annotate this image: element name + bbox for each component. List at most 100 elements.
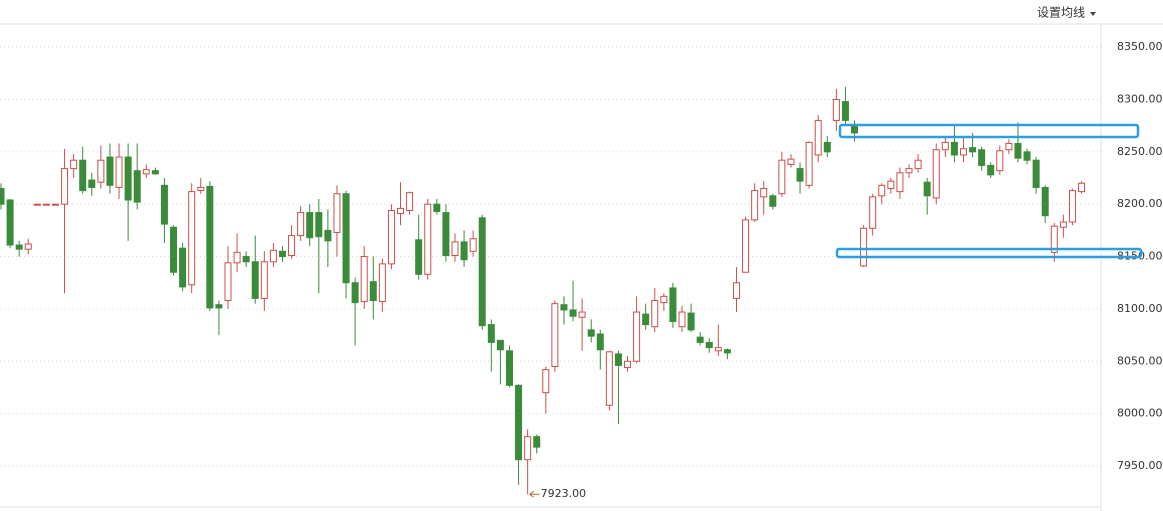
candle-body xyxy=(1005,142,1013,151)
candle-body xyxy=(61,168,69,205)
candle-body xyxy=(387,209,395,265)
candle-body xyxy=(732,282,740,299)
y-tick-label: 8100.00 xyxy=(1117,302,1163,315)
candle-body xyxy=(524,436,532,461)
candle-body xyxy=(769,195,777,207)
candle-body xyxy=(751,190,759,221)
candle-body xyxy=(460,241,468,261)
candle-body xyxy=(88,179,96,188)
candle-body xyxy=(832,98,840,121)
candle-body xyxy=(533,436,541,448)
candle-body xyxy=(106,156,114,186)
candle-body xyxy=(369,281,377,302)
y-tick-label: 8200.00 xyxy=(1117,197,1163,210)
highlight-box xyxy=(835,247,1143,259)
candle-body xyxy=(723,349,731,354)
candle-body xyxy=(1041,186,1049,217)
candle-body xyxy=(950,141,958,156)
candle-body xyxy=(215,304,223,309)
candle-body xyxy=(442,212,450,257)
candle-body xyxy=(841,101,849,121)
candle-body xyxy=(6,199,14,246)
candle-body xyxy=(596,333,604,351)
candle-body xyxy=(905,168,913,174)
candle-body xyxy=(378,263,386,303)
candle-body xyxy=(778,159,786,195)
y-tick-label: 8350.00 xyxy=(1117,40,1163,53)
candle-body xyxy=(959,148,967,156)
candle-body xyxy=(969,147,977,153)
candle-body xyxy=(1014,142,1022,159)
candle-body xyxy=(760,187,768,198)
candle-body xyxy=(24,243,32,250)
candle-body xyxy=(306,212,314,239)
candle-body xyxy=(660,295,668,304)
y-tick-label: 7950.00 xyxy=(1117,459,1163,472)
plot: 7950.008000.008050.008100.008150.008200.… xyxy=(0,40,1163,500)
candle-body xyxy=(324,229,332,242)
candle-body xyxy=(0,187,5,205)
candle-body xyxy=(860,227,868,267)
candle-body xyxy=(587,329,595,337)
annotation-arrow xyxy=(529,490,540,498)
candle-body xyxy=(424,203,432,275)
candle-body xyxy=(642,313,650,326)
candle-body xyxy=(987,164,995,176)
candle-body xyxy=(260,261,268,299)
candle-body xyxy=(1059,221,1067,228)
candle-body xyxy=(97,159,105,183)
candle-body xyxy=(233,251,241,264)
candle-body xyxy=(869,196,877,229)
candle-body xyxy=(705,341,713,349)
candle-body xyxy=(1032,159,1040,188)
candle-body xyxy=(487,324,495,343)
candle-body xyxy=(851,125,859,134)
menu-caret[interactable] xyxy=(1090,12,1096,16)
candle-body xyxy=(805,141,813,186)
candle-body xyxy=(142,169,150,175)
candle-body xyxy=(878,184,886,197)
highlight-box xyxy=(838,123,1140,139)
candle-body xyxy=(188,191,196,286)
candle-body xyxy=(342,193,350,284)
candle-body xyxy=(478,217,486,327)
candle-body xyxy=(796,168,804,182)
y-tick-label: 8300.00 xyxy=(1117,92,1163,105)
candle-body xyxy=(79,159,87,192)
candle-body xyxy=(687,312,695,331)
candle-body xyxy=(696,336,704,343)
candle-body xyxy=(505,350,513,386)
candle-body xyxy=(669,287,677,322)
candle-body xyxy=(569,309,577,317)
candle-body xyxy=(151,170,159,175)
candle-body xyxy=(124,156,132,201)
candle-body xyxy=(51,203,59,206)
candle-body xyxy=(251,261,259,299)
candle-body xyxy=(614,353,622,366)
candle-body xyxy=(42,203,50,206)
candle-body xyxy=(633,311,641,362)
candle-body xyxy=(351,282,359,304)
candle-body xyxy=(941,141,949,151)
candle-body xyxy=(515,384,523,461)
ma-menu-label[interactable]: 设置均线 xyxy=(1037,6,1085,20)
candle-body xyxy=(651,300,659,328)
candle-body xyxy=(33,203,41,206)
candle-body xyxy=(224,262,232,302)
candle-body xyxy=(315,212,323,238)
annotation-label: 7923.00 xyxy=(541,487,587,500)
candle-body xyxy=(1050,225,1058,253)
candle-body xyxy=(242,256,250,263)
candle-body xyxy=(115,156,123,188)
candle-body xyxy=(397,207,405,215)
candle-body xyxy=(823,141,831,153)
ma-menu[interactable]: 设置均线 xyxy=(1037,6,1096,20)
candle-body xyxy=(551,303,559,367)
candle-body xyxy=(469,238,477,252)
candle-body xyxy=(197,186,205,192)
candle-body xyxy=(814,119,822,156)
candle-body xyxy=(932,149,940,199)
y-tick-label: 8050.00 xyxy=(1117,354,1163,367)
candle-body xyxy=(996,150,1004,172)
candle-body xyxy=(914,159,922,170)
